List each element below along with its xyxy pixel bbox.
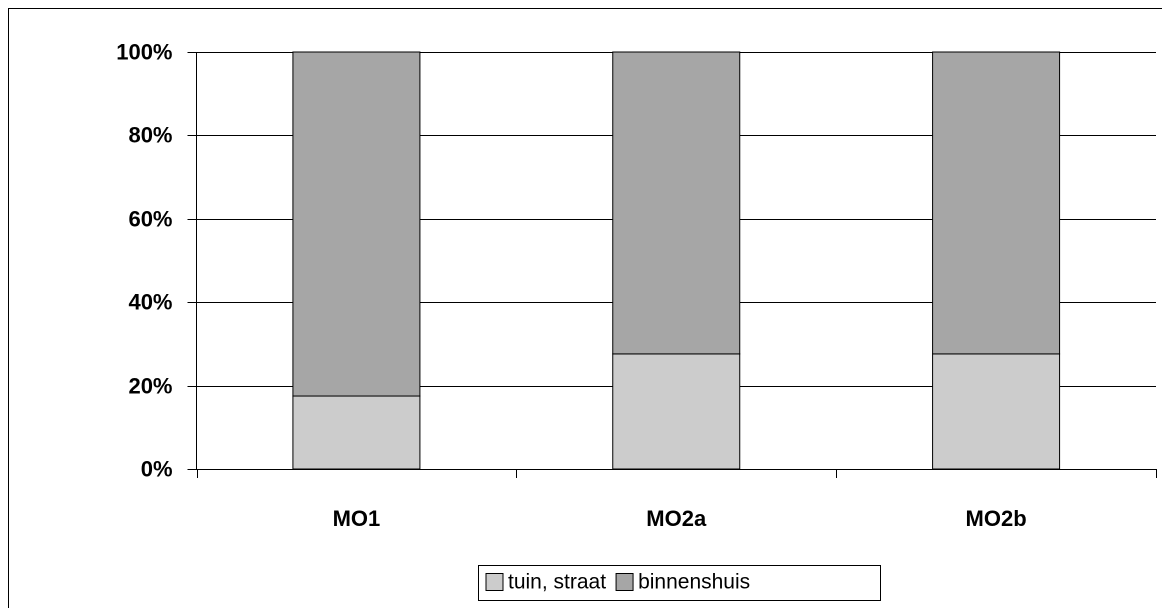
legend-label: tuin, straat: [508, 571, 606, 594]
legend-label: binnenshuis: [638, 571, 750, 594]
y-tick-label: 20%: [128, 373, 172, 398]
bar-segment: [612, 353, 741, 470]
legend-swatch: [615, 573, 634, 591]
y-tick-label: 80%: [128, 122, 172, 147]
x-tick-label: MO1: [333, 506, 381, 531]
bar-segment: [932, 353, 1061, 470]
x-tick-label: MO2b: [966, 506, 1027, 531]
y-tick-label: 40%: [128, 289, 172, 314]
y-tick-label: 60%: [128, 206, 172, 231]
bar-segment: [612, 51, 741, 355]
bar-segment: [292, 395, 421, 470]
y-tick-label: 0%: [141, 456, 173, 481]
legend-box: [478, 565, 881, 601]
y-tick-label: 100%: [116, 39, 172, 64]
bar-segment: [932, 51, 1061, 355]
legend-swatch: [485, 573, 504, 591]
x-tick-label: MO2a: [646, 506, 707, 531]
bar-segment: [292, 51, 421, 397]
